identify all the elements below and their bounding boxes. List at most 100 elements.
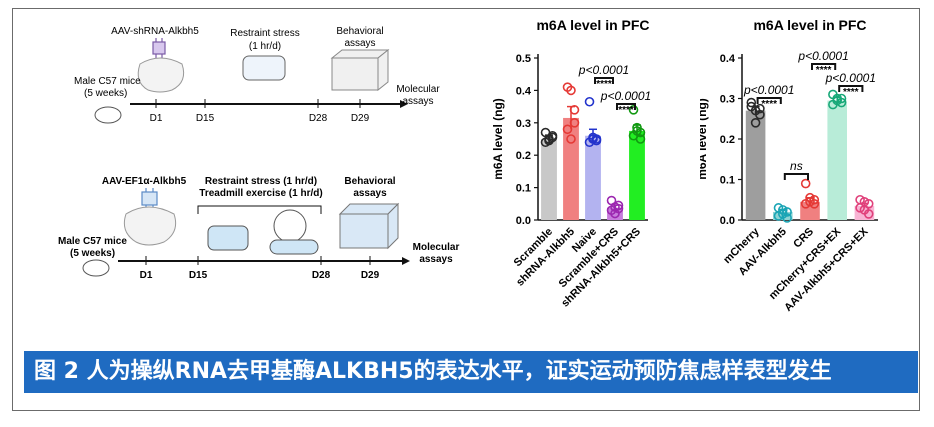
t1-restraint-tube-icon: [242, 55, 286, 81]
timeline-2-schematic: AAV-EF1α-Alkbh5 Restraint stress (1 hr/d…: [58, 176, 460, 281]
t2-restraint-tube-icon: [207, 225, 249, 251]
t1-axis-arrow: [400, 100, 408, 108]
significance-bracket-0: [756, 97, 782, 104]
chart-2: m6A level in PFC m6A level (ng) 0.0 0.1 0.2 0…: [700, 17, 878, 314]
data-point: [591, 134, 602, 144]
bar-4: [629, 130, 645, 220]
t1-behavior-line1: Behavioral: [336, 26, 383, 37]
significance-stars-3: ****: [843, 87, 859, 98]
bar-0: [745, 110, 766, 220]
data-point: [566, 134, 576, 144]
t2-treadmill-icon: [269, 209, 319, 255]
t2-stress-line2: Treadmill exercise (1 hr/d): [199, 188, 322, 199]
bar-2: [800, 201, 820, 220]
bar-2: [585, 135, 601, 220]
significance-p-0: p<0.0001: [743, 83, 794, 97]
t2-day-28: D28: [312, 270, 331, 281]
data-point: [809, 199, 820, 209]
data-point: [755, 103, 765, 114]
data-point: [547, 132, 558, 143]
significance-p-1: ns: [790, 159, 803, 173]
t2-behavior-line1: Behavioral: [344, 176, 395, 187]
data-point: [800, 178, 811, 189]
data-point: [755, 109, 765, 120]
t1-day-1: D1: [150, 113, 163, 124]
significance-bracket-3: [838, 85, 864, 92]
significance-bracket-2: [811, 63, 837, 70]
data-point: [569, 105, 580, 115]
y-tick-label: 0.0: [516, 215, 531, 227]
y-tick-label: 0.4: [720, 53, 736, 65]
y-tick-label: 0.0: [720, 215, 735, 227]
t2-period-bracket: [197, 205, 322, 214]
bar-0: [541, 139, 557, 220]
data-point: [632, 126, 642, 136]
t2-stress-line1: Restraint stress (1 hr/d): [205, 176, 317, 187]
y-tick-label: 0.3: [516, 118, 531, 130]
t1-molecular-line1: Molecular: [396, 84, 440, 95]
significance-stars-0: ****: [761, 99, 777, 110]
t2-brain-icon: [123, 206, 177, 246]
data-point: [746, 97, 757, 108]
significance-bracket-1: [616, 103, 636, 110]
data-point: [746, 101, 757, 112]
significance-p-2: p<0.0001: [797, 49, 848, 63]
significance-stars-0: ****: [596, 79, 612, 90]
significance-stars-2: ****: [816, 65, 832, 76]
t1-brain-icon: [137, 57, 185, 93]
chart-1: m6A level in PFC m6A level (ng) 0.0 0.1 0.2 0…: [491, 17, 651, 310]
t1-day-15: D15: [196, 113, 215, 124]
t2-day-1: D1: [140, 270, 153, 281]
t1-molecular-line2: assays: [402, 96, 433, 107]
t1-open-field-box-icon: [330, 48, 390, 92]
t2-day-ticks: [145, 256, 371, 265]
y-tick-label: 0.4: [516, 85, 532, 97]
t2-day-15: D15: [189, 270, 208, 281]
y-axis-label: m6A level (ng): [491, 98, 505, 180]
t2-behavior-line2: assays: [353, 188, 387, 199]
chart-title: m6A level in PFC: [536, 17, 649, 33]
y-tick-label: 0.2: [516, 150, 531, 162]
y-tick-label: 0.1: [720, 175, 735, 187]
y-tick-label: 0.1: [516, 183, 531, 195]
data-point: [782, 213, 792, 223]
t2-syringe-icon: [141, 188, 158, 212]
significance-p-1: p<0.0001: [600, 89, 651, 103]
t2-day-29: D29: [361, 270, 380, 281]
bar-3: [827, 100, 847, 220]
data-point: [635, 134, 646, 144]
t1-day-29: D29: [351, 113, 370, 124]
bar-3: [607, 207, 623, 220]
data-point: [613, 200, 624, 211]
t2-molecular-line2: assays: [419, 254, 453, 265]
data-point: [610, 208, 620, 219]
significance-p-0: p<0.0001: [578, 63, 629, 77]
t2-injection-label: AAV-EF1α-Alkbh5: [102, 176, 187, 187]
timeline-1-schematic: AAV-shRNA-Alkbh5 Restraint stress (1 hr/…: [74, 26, 440, 124]
t1-behavior-line2: assays: [344, 38, 375, 49]
y-tick-label: 0.5: [516, 53, 531, 65]
t1-injection-label: AAV-shRNA-Alkbh5: [111, 26, 199, 37]
data-point: [562, 124, 573, 135]
data-point: [836, 93, 847, 104]
figure-caption: 图 2 人为操纵RNA去甲基酶ALKBH5的表达水平，证实运动预防焦虑样表型发生: [24, 351, 918, 393]
t2-axis-arrow: [402, 257, 410, 265]
bar-1: [563, 117, 579, 220]
y-axis-label: m6A level (ng): [700, 98, 709, 180]
chart-title: m6A level in PFC: [753, 17, 866, 33]
t1-mice-line2: (5 weeks): [84, 88, 127, 99]
t1-day-28: D28: [309, 113, 328, 124]
data-point: [750, 118, 761, 128]
t2-open-field-box-icon: [338, 202, 400, 250]
significance-stars-1: ****: [618, 105, 634, 116]
significance-p-3: p<0.0001: [825, 71, 876, 85]
t1-day-ticks: [155, 99, 361, 108]
t2-molecular-line1: Molecular: [413, 242, 460, 253]
t1-stress-line1: Restraint stress: [230, 28, 299, 39]
y-tick-label: 0.3: [720, 94, 735, 106]
data-point: [863, 209, 874, 219]
significance-bracket-1: [783, 173, 809, 180]
data-point: [584, 96, 595, 107]
data-point: [566, 85, 576, 96]
data-point: [628, 105, 639, 115]
